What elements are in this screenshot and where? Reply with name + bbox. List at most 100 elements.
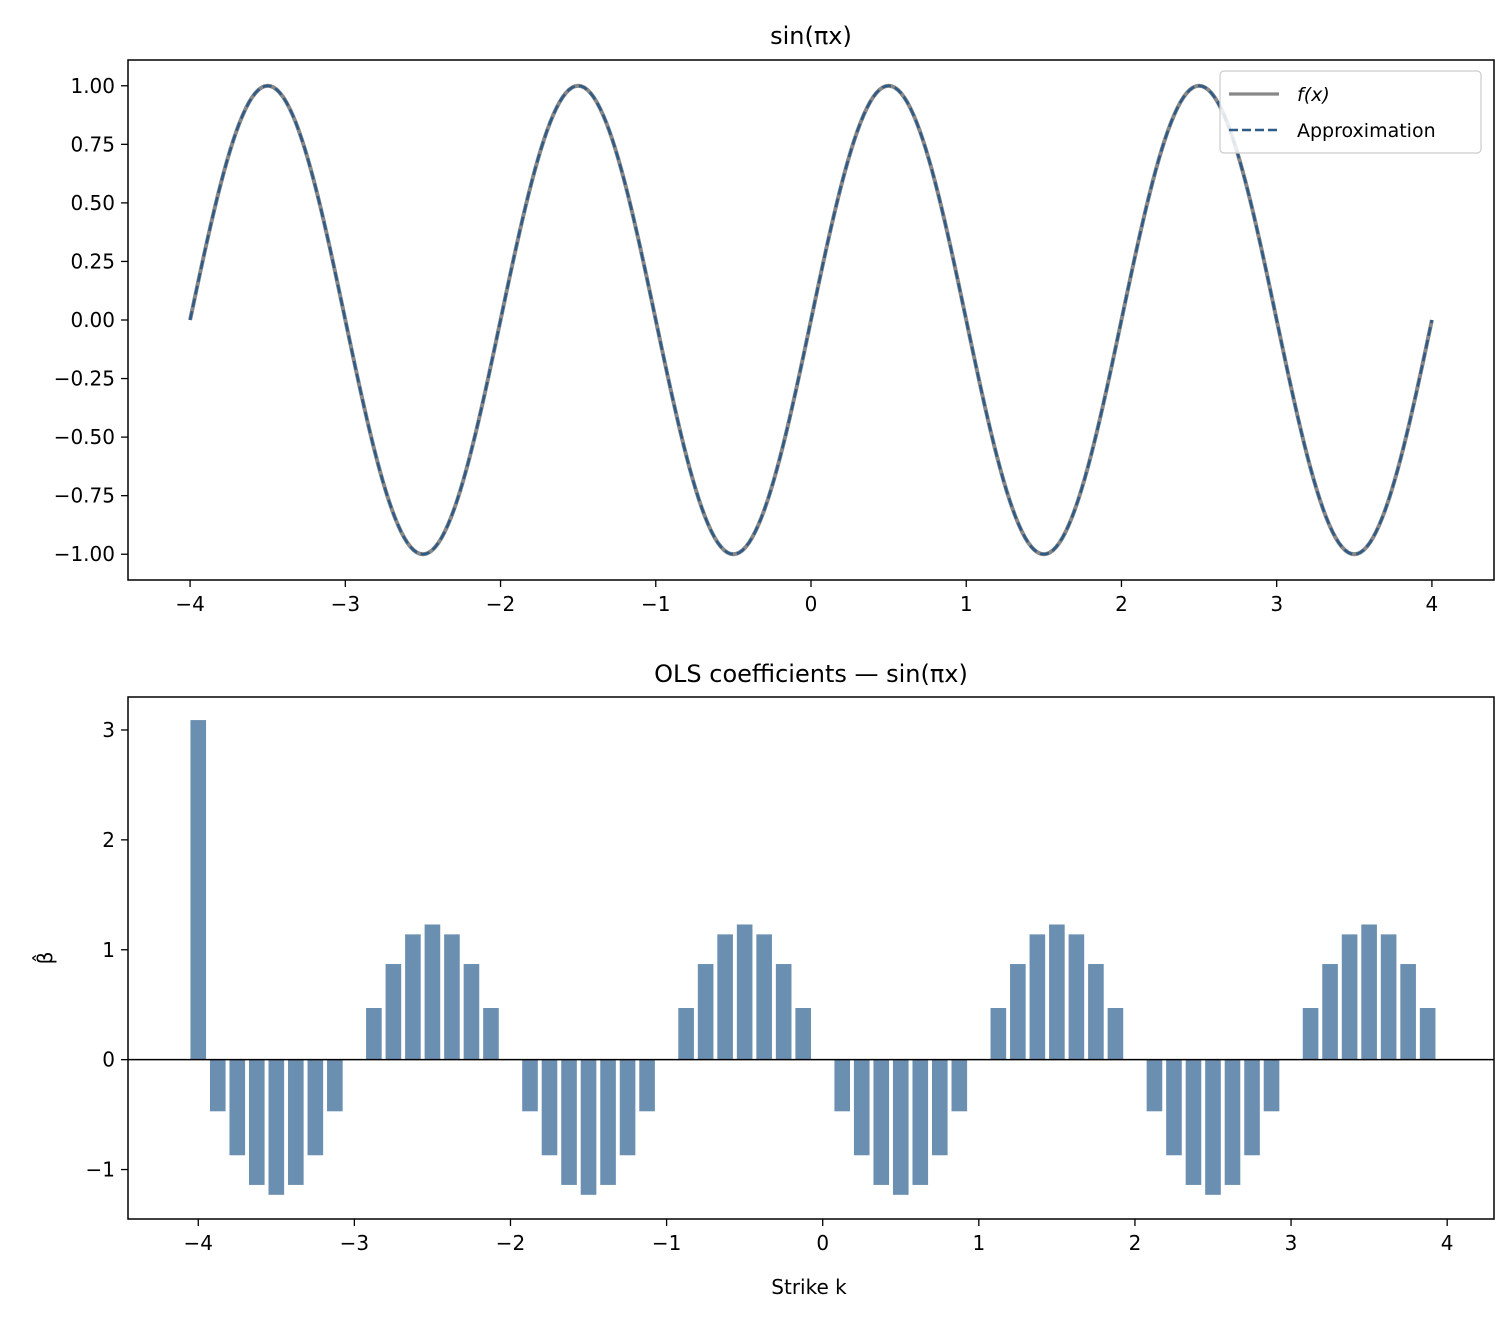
bar [1341, 934, 1358, 1060]
bar [522, 1059, 538, 1112]
x-tick-label: −2 [486, 592, 515, 616]
bar [619, 1059, 636, 1156]
y-tick-label: −0.50 [54, 425, 115, 449]
bar [1185, 1059, 1202, 1185]
y-tick-label: 0 [102, 1048, 115, 1072]
x-tick-label: −4 [175, 592, 204, 616]
bar [463, 964, 480, 1060]
y-tick-label: −1.00 [54, 542, 115, 566]
bar [873, 1059, 890, 1185]
bar [1146, 1059, 1163, 1112]
bar-chart: OLS coefficients — sin(πx) −4 −3 −2 −1 0 1 2 3 4… [32, 660, 1495, 1299]
bar [717, 934, 733, 1060]
bar [1224, 1059, 1241, 1185]
bar [580, 1059, 597, 1195]
x-tick-label: 2 [1129, 1231, 1142, 1255]
bar [385, 964, 402, 1060]
y-tick-label: −0.75 [54, 484, 115, 508]
x-tick-label: −1 [652, 1231, 681, 1255]
bar [1322, 964, 1338, 1060]
x-tick-label: −4 [184, 1231, 213, 1255]
bar [1166, 1059, 1182, 1156]
bars [190, 720, 1436, 1195]
bar [1419, 1008, 1436, 1060]
y-tick-label: −0.25 [54, 367, 115, 391]
x-tick-label: 0 [816, 1231, 829, 1255]
bar [1107, 1008, 1124, 1060]
bar [366, 1008, 382, 1060]
line-chart: sin(πx) −4 −3 −2 −1 0 1 2 3 4 1.00 0.75 0.50 0.25 0.… [54, 22, 1495, 616]
y-axis-label: β̂ [32, 952, 57, 965]
bar [990, 1008, 1007, 1060]
y-tick-label: 0.25 [70, 249, 115, 273]
bar [1068, 934, 1085, 1060]
x-axis: −4 −3 −2 −1 0 1 2 3 4 [175, 580, 1438, 616]
x-tick-label: 3 [1270, 592, 1283, 616]
bar [248, 1059, 265, 1185]
bar [1088, 964, 1104, 1060]
axes-frame [127, 696, 1495, 1220]
x-axis-label: Strike k [771, 1275, 847, 1299]
legend-box [1219, 70, 1482, 154]
y-axis: 1.00 0.75 0.50 0.25 0.00 −0.25 −0.50 −0.75 −1.00 [54, 74, 128, 566]
x-tick-label: 4 [1441, 1231, 1454, 1255]
bar [1361, 924, 1377, 1060]
bar [190, 720, 207, 1060]
x-tick-label: 3 [1285, 1231, 1298, 1255]
legend: f(x) Approximation [1219, 70, 1482, 154]
bar [1263, 1059, 1280, 1112]
bar [1010, 964, 1026, 1060]
y-tick-label: 2 [102, 828, 115, 852]
bar [1380, 934, 1397, 1060]
bar [951, 1059, 968, 1112]
chart-title: sin(πx) [770, 22, 852, 50]
bar [600, 1059, 616, 1185]
x-tick-label: −1 [641, 592, 670, 616]
bar [912, 1059, 929, 1185]
y-tick-label: 0.75 [70, 132, 115, 156]
x-tick-label: 0 [805, 592, 818, 616]
bar [444, 934, 460, 1060]
bar [775, 964, 792, 1060]
bar [736, 924, 753, 1060]
y-tick-label: 1.00 [70, 74, 115, 98]
legend-label-approximation: Approximation [1297, 120, 1436, 142]
y-tick-label: 3 [102, 718, 115, 742]
bar [1302, 1008, 1319, 1060]
bar [697, 964, 714, 1060]
bar [424, 924, 441, 1060]
y-axis: 3 2 1 0 −1 [86, 718, 128, 1182]
bar [405, 934, 421, 1060]
bar [931, 1059, 948, 1156]
bar [795, 1008, 811, 1060]
x-tick-label: 4 [1426, 592, 1439, 616]
bar [229, 1059, 246, 1156]
bar [1049, 924, 1065, 1060]
bar [307, 1059, 324, 1156]
bar [327, 1059, 343, 1112]
bar [756, 934, 772, 1060]
bar [892, 1059, 909, 1195]
bar [1400, 964, 1416, 1060]
y-tick-label: −1 [86, 1158, 115, 1182]
x-tick-label: 1 [960, 592, 973, 616]
y-tick-label: 0.50 [70, 191, 115, 215]
x-tick-label: −2 [496, 1231, 525, 1255]
bar [678, 1008, 694, 1060]
x-tick-label: 2 [1115, 592, 1128, 616]
bar [639, 1059, 655, 1112]
bar [853, 1059, 870, 1156]
x-tick-label: 1 [972, 1231, 985, 1255]
x-tick-label: −3 [340, 1231, 369, 1255]
bar [561, 1059, 577, 1185]
bar [483, 1008, 499, 1060]
x-axis: −4 −3 −2 −1 0 1 2 3 4 [184, 1219, 1454, 1255]
bar [1205, 1059, 1221, 1195]
x-tick-label: −3 [331, 592, 360, 616]
bar [834, 1059, 851, 1112]
bar [1244, 1059, 1260, 1156]
bar [541, 1059, 558, 1156]
bar [209, 1059, 226, 1112]
bar [1029, 934, 1046, 1060]
